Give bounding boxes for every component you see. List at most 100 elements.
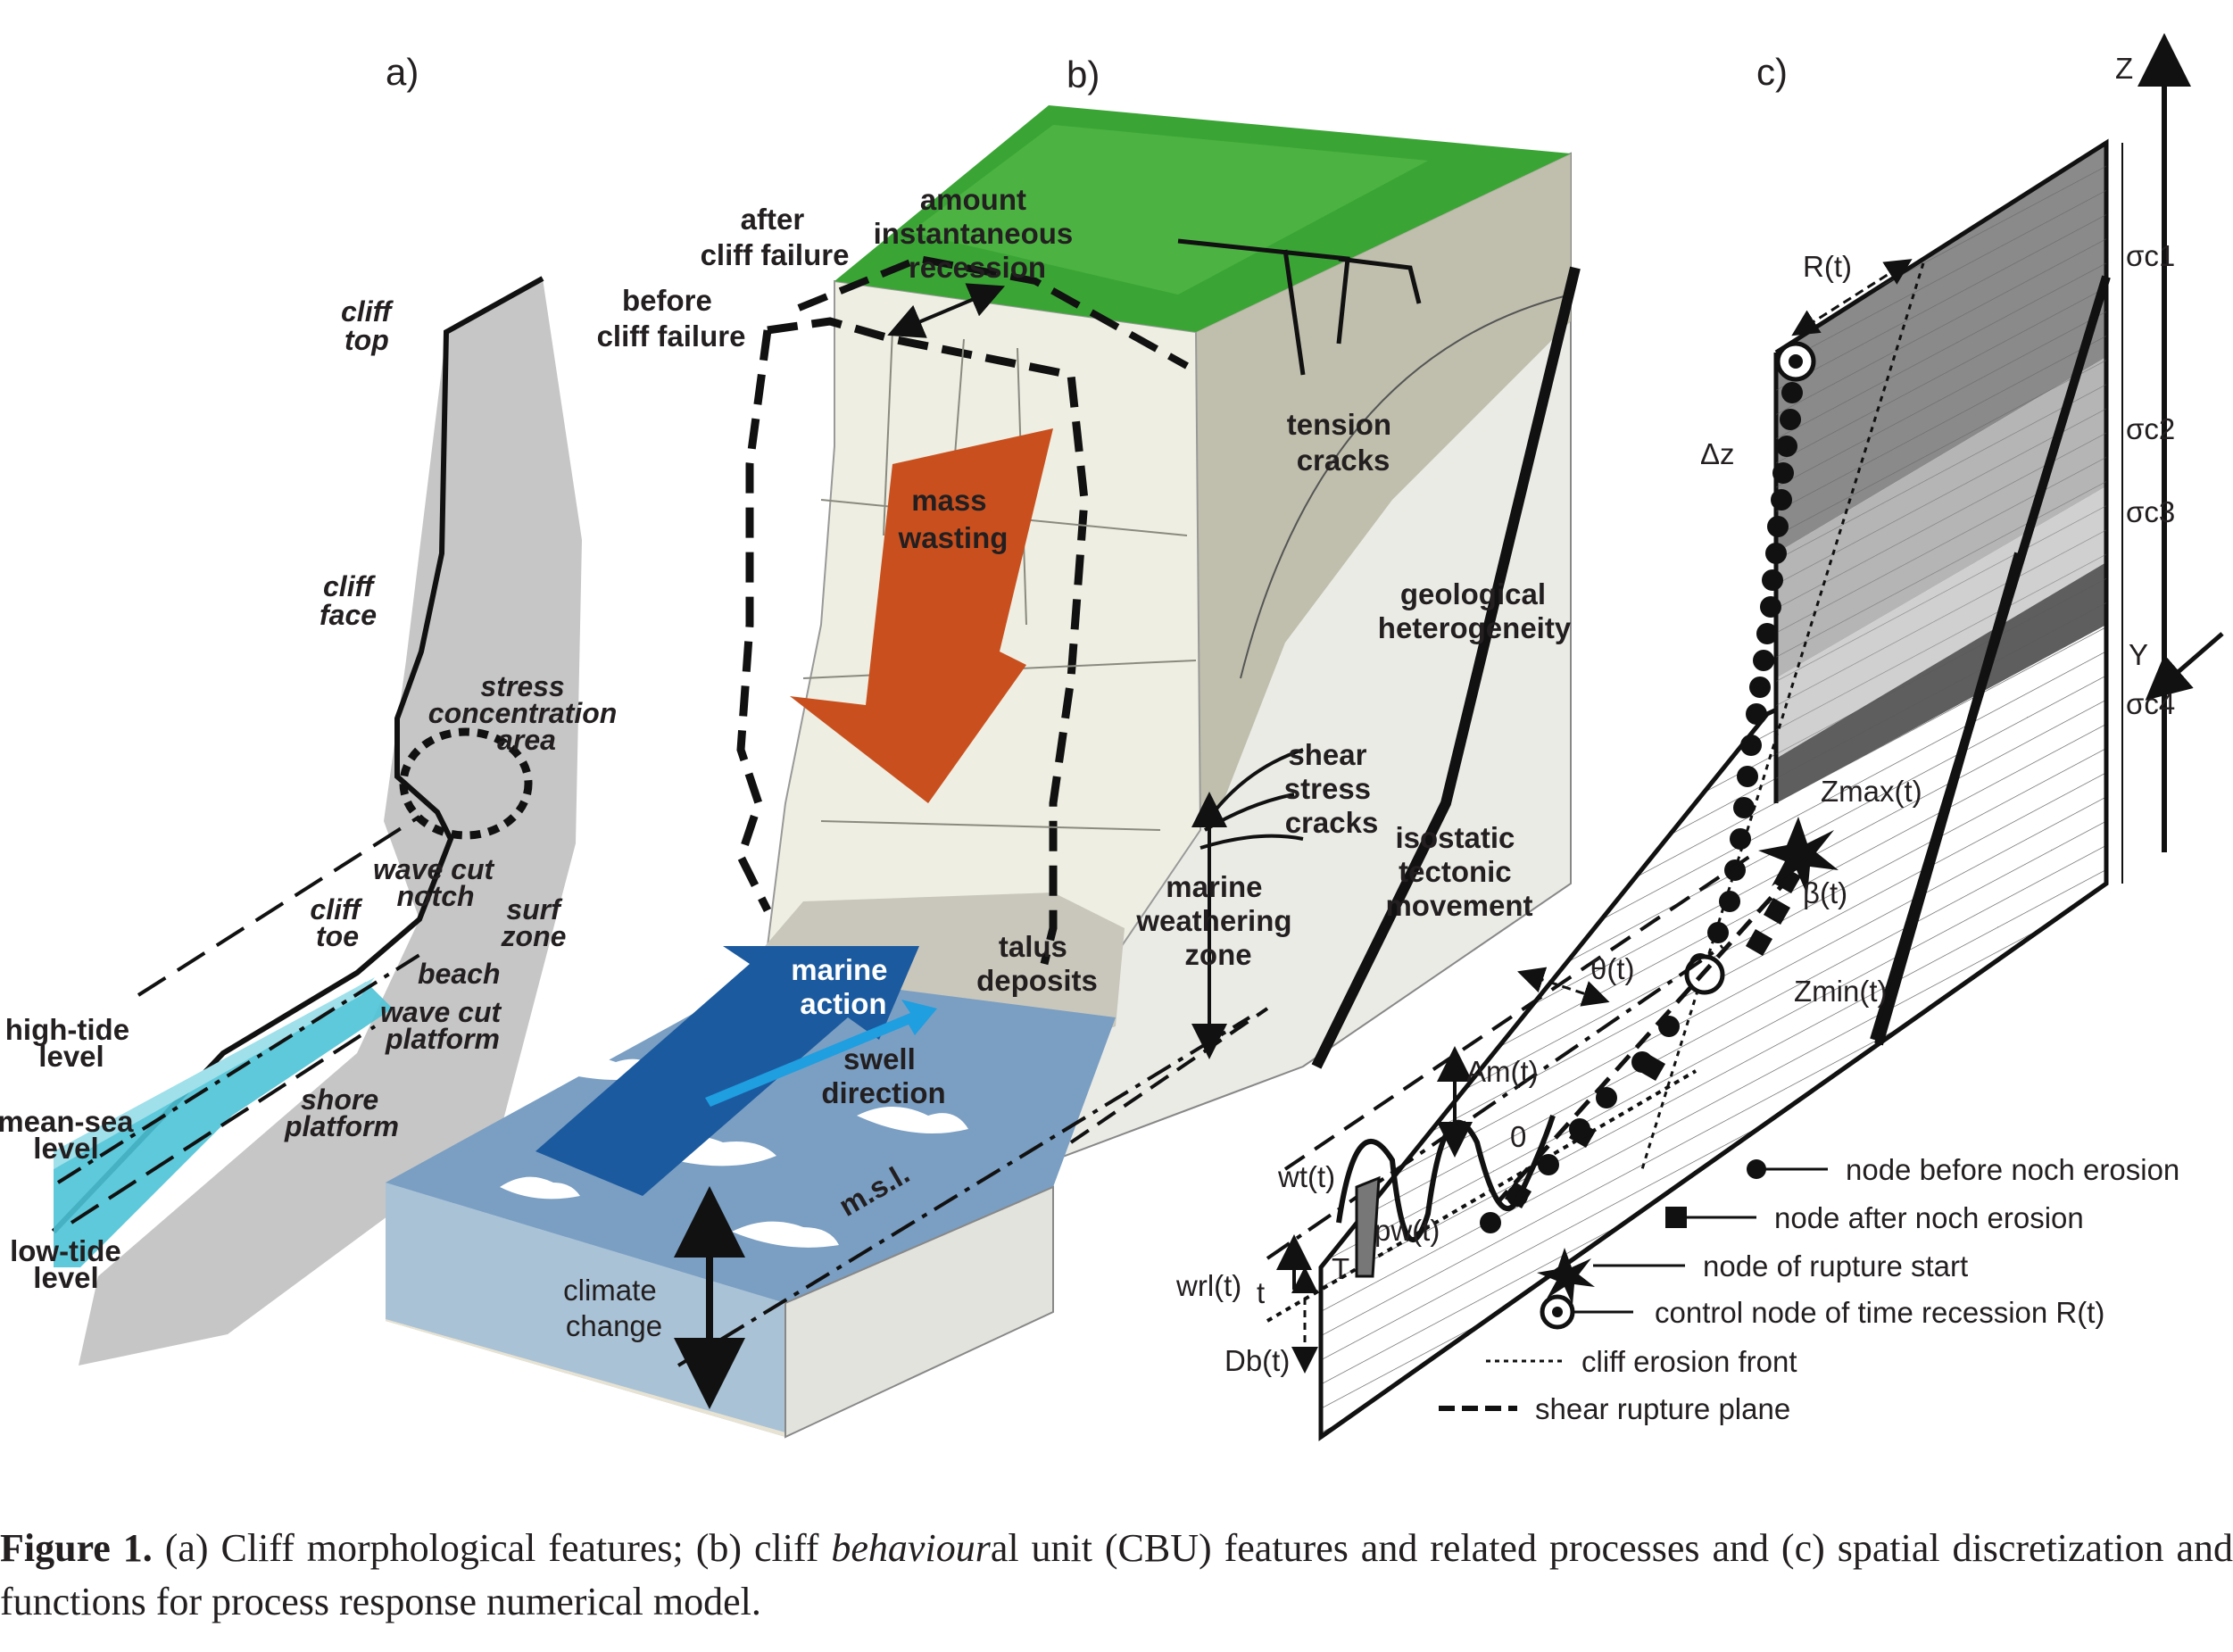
label-wt: wt(t): [1277, 1160, 1335, 1193]
label-surf-zone: surf zone: [501, 893, 569, 952]
label-wrl: wrl(t): [1175, 1269, 1241, 1302]
stress-line2: concentration: [428, 697, 618, 729]
legend-text-front: cliff erosion front: [1581, 1345, 1797, 1378]
label-pw: pw(t): [1374, 1214, 1440, 1247]
shore-line1: shore: [301, 1083, 378, 1116]
y-axis-label: Y: [2129, 638, 2148, 671]
wave-foam-3: [857, 1107, 968, 1133]
legend-text-rupture: node of rupture start: [1703, 1249, 1968, 1283]
mass-line2: wasting: [898, 521, 1009, 554]
climate-line2: change: [566, 1309, 662, 1342]
notch-line2: notch: [396, 880, 474, 912]
label-cliff-face: cliff face: [320, 570, 381, 631]
label-db: Db(t): [1224, 1344, 1290, 1377]
swell-line1: swell: [843, 1042, 916, 1075]
shear-line1: shear: [1288, 738, 1366, 771]
legend-text-control: control node of time recession R(t): [1655, 1296, 2104, 1329]
fault-line: [1311, 266, 1581, 1069]
stress-concentration-circle: [399, 727, 533, 840]
after-failure-line2: cliff failure: [701, 238, 850, 271]
recession-arrow: [1791, 259, 1913, 336]
label-isostatic: isostatic tectonic movement: [1385, 821, 1532, 922]
isostatic-line3: movement: [1385, 889, 1532, 922]
sea-level-dashdot: [1266, 944, 1724, 1260]
stress-line3: area: [497, 724, 556, 756]
legend: node before noch erosion node after noch…: [1439, 1153, 2179, 1425]
rupture-start-star: [1758, 817, 1839, 895]
swell-line2: direction: [821, 1076, 945, 1109]
panel-label-a: a): [386, 51, 419, 93]
before-failure-line1: before: [622, 284, 712, 317]
panel-c-model: Z Y σc1 σc2 σc3 σc4: [1175, 33, 2224, 1441]
label-high-tide: high-tide level: [5, 1013, 137, 1073]
mass-wasting-arrow: [790, 428, 1053, 803]
cliff-top-line2: top: [344, 324, 389, 356]
wave-foam-5: [732, 1221, 839, 1248]
legend-text-rupture-plane: shear rupture plane: [1535, 1392, 1790, 1425]
climate-line1: climate: [563, 1274, 657, 1307]
msl-line-2: [1069, 1007, 1269, 1144]
low-tide-line: [70, 1025, 377, 1224]
talus-line2: deposits: [976, 964, 1098, 997]
amount-line3: recession: [909, 251, 1046, 284]
mean-sea-line1: mean-sea: [0, 1105, 134, 1138]
swell-direction-arrow: [705, 1000, 937, 1107]
caption-label: Figure 1.: [0, 1526, 153, 1570]
platform-line1: wave cut: [380, 996, 502, 1028]
weathering-line1: marine: [1166, 870, 1262, 903]
label-climate-change: climate change: [563, 1274, 665, 1342]
stress-line1: stress: [480, 670, 564, 702]
before-failure-dashed-left: [736, 329, 772, 913]
legend-text-after: node after noch erosion: [1774, 1201, 2084, 1234]
surf-line1: surf: [506, 893, 563, 926]
marine-action-line1: marine: [791, 953, 887, 986]
label-shear-cracks: shear stress cracks: [1284, 738, 1379, 839]
label-marine-weathering: marine weathering zone: [1135, 870, 1299, 971]
sea-level-low: [1266, 1069, 1698, 1323]
isostatic-line1: isostatic: [1395, 821, 1515, 854]
platform-line2: platform: [385, 1023, 500, 1055]
sigma-c2: σc2: [2126, 412, 2175, 445]
panel-label-b: b): [1067, 54, 1100, 95]
z-axis-label: Z: [2115, 52, 2133, 85]
erosion-front-line: [1640, 262, 1925, 1170]
shear-line3: cracks: [1285, 806, 1379, 839]
sigma-c4: σc4: [2126, 687, 2175, 720]
after-failure-line1: after: [741, 203, 805, 236]
mass-line1: mass: [911, 484, 986, 517]
label-cliff-toe: cliff toe: [310, 893, 368, 952]
sea-level-dashed: [1283, 855, 1751, 1171]
label-beach: beach: [418, 958, 500, 990]
label-amount-recession: amount instantaneous recession: [874, 183, 1082, 284]
panel-a-profile: cliff top cliff face stress concentratio…: [0, 276, 618, 1366]
toe-line2: toe: [316, 920, 359, 952]
geological-line1: geological: [1400, 577, 1546, 610]
panel-b-block: after cliff failure amount instantaneous…: [386, 105, 1581, 1439]
geological-line2: heterogeneity: [1378, 611, 1572, 644]
toe-line1: cliff: [310, 893, 363, 926]
label-cliff-top: cliff top: [341, 295, 399, 356]
talus-line1: talus: [999, 930, 1067, 963]
label-shore-platform: shore platform: [284, 1083, 399, 1142]
label-mean-sea: mean-sea level: [0, 1105, 142, 1165]
shear-line2: stress: [1284, 772, 1371, 805]
heterogeneity-curve: [1240, 294, 1572, 679]
label-mass-wasting: mass wasting: [898, 484, 1009, 554]
high-tide-line1: high-tide: [5, 1013, 129, 1046]
surf-line2: zone: [501, 920, 567, 952]
cliff-face-line2: face: [320, 599, 377, 631]
before-failure-line2: cliff failure: [597, 320, 746, 353]
amount-line2: instantaneous: [874, 217, 1074, 250]
y-axis: [2145, 632, 2224, 701]
cliff-body: [79, 278, 582, 1366]
label-beta: β(t): [1803, 876, 1847, 909]
marine-action-arrow: [535, 946, 919, 1196]
label-talus: talus deposits: [976, 930, 1098, 997]
label-geological: geological heterogeneity: [1378, 577, 1572, 644]
msl-line: [677, 1016, 1251, 1367]
label-zero: 0: [1510, 1120, 1526, 1153]
figure-caption: Figure 1. (a) Cliff morphological featur…: [0, 1522, 2233, 1629]
label-after-failure: after cliff failure: [701, 203, 850, 271]
node-chain-after: [1504, 866, 1802, 1209]
label-wave-cut-platform: wave cut platform: [380, 996, 509, 1055]
